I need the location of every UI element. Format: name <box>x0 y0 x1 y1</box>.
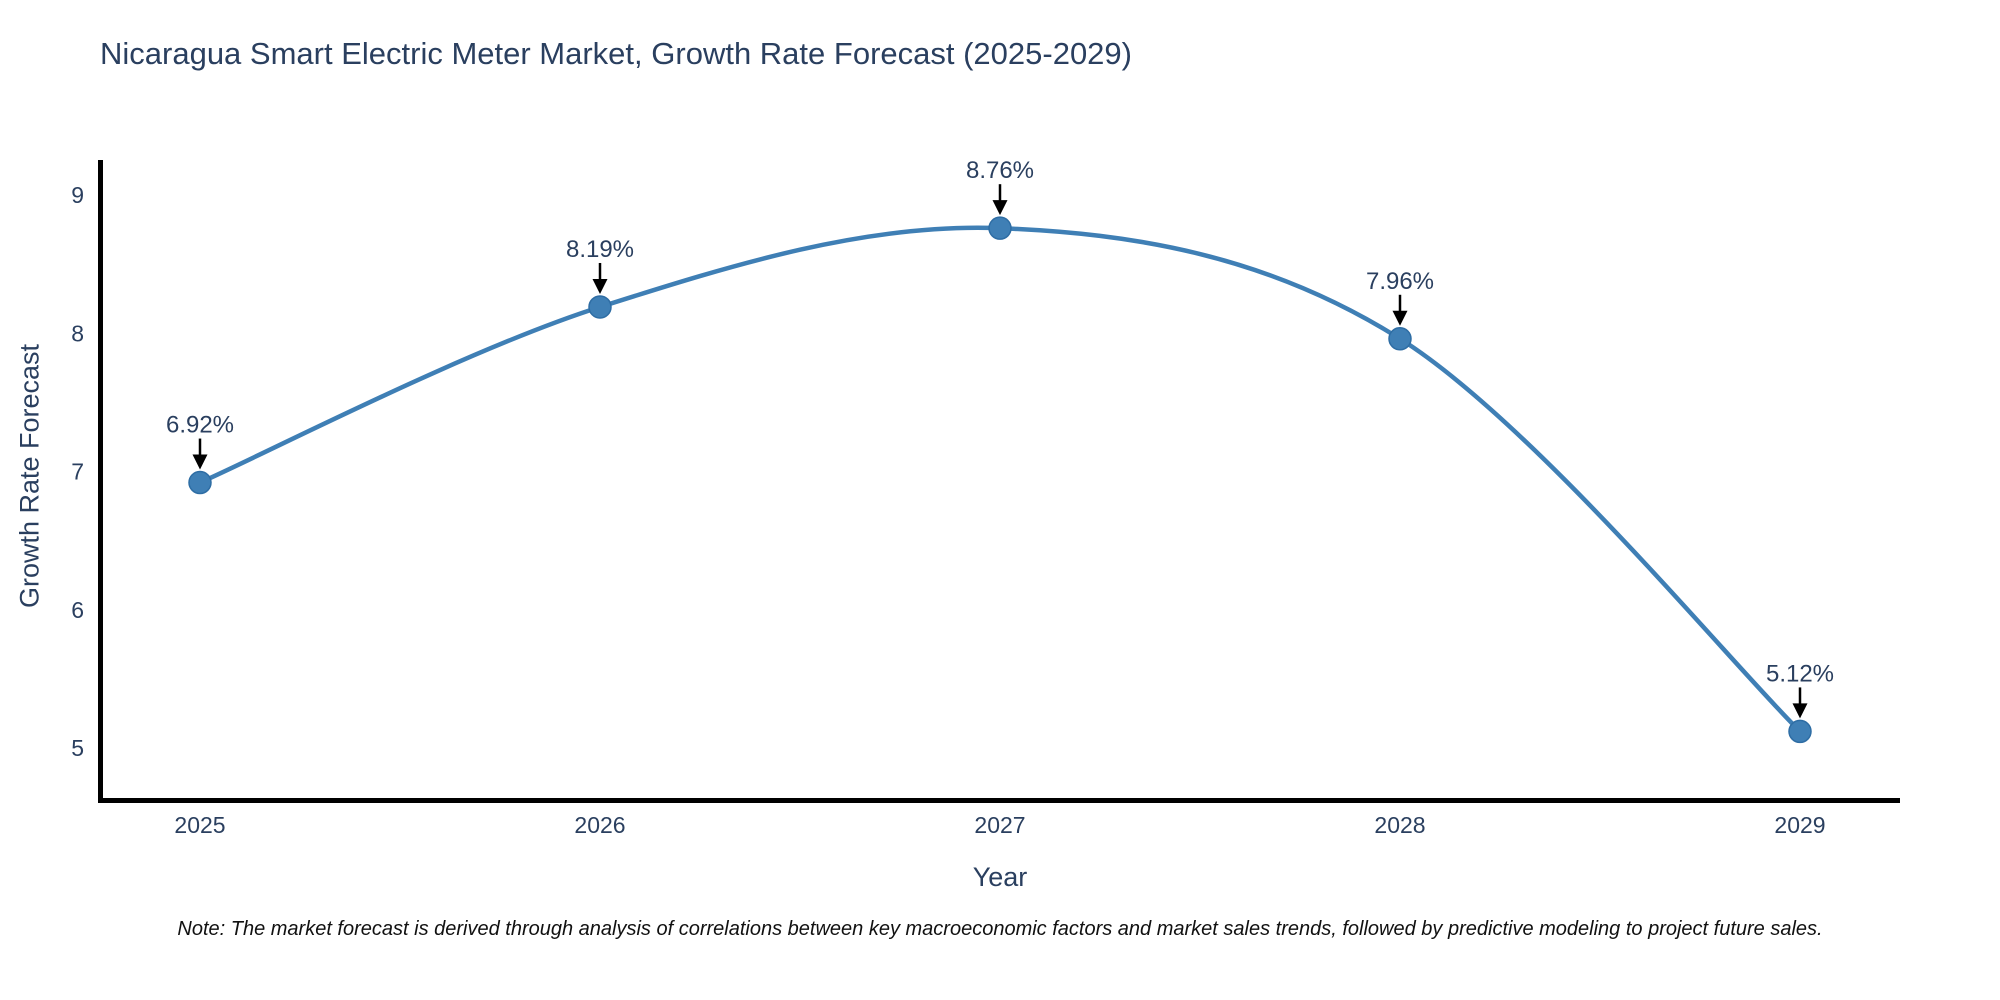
annotation-arrow-head <box>992 200 1008 216</box>
x-axis-line <box>98 798 1900 803</box>
y-tick-label: 7 <box>71 459 84 485</box>
x-tick-label: 2026 <box>574 812 625 838</box>
y-tick-label: 6 <box>71 597 84 623</box>
x-tick-label: 2025 <box>174 812 225 838</box>
data-point <box>588 295 612 319</box>
y-tick-label: 9 <box>71 182 84 208</box>
y-tick-label: 5 <box>71 735 84 761</box>
y-tick-label: 8 <box>71 320 84 346</box>
point-label: 6.92% <box>166 412 234 439</box>
x-tick-label: 2028 <box>1374 812 1425 838</box>
y-axis-title: Growth Rate Forecast <box>14 343 45 609</box>
point-label: 5.12% <box>1766 660 1834 687</box>
chart-title: Nicaragua Smart Electric Meter Market, G… <box>100 36 1132 71</box>
annotation-arrow-head <box>592 278 608 294</box>
data-point <box>988 216 1012 240</box>
point-label: 7.96% <box>1366 268 1434 295</box>
annotation-arrow-head <box>1792 703 1808 719</box>
chart-note: Note: The market forecast is derived thr… <box>177 918 1823 940</box>
data-point <box>1388 327 1412 351</box>
line-series <box>199 225 1802 734</box>
data-point <box>1788 719 1812 744</box>
annotation-arrow-head <box>1392 310 1408 326</box>
data-point <box>188 470 212 495</box>
y-axis-line <box>98 160 103 803</box>
point-label: 8.19% <box>566 236 634 263</box>
x-tick-label: 2027 <box>974 812 1025 838</box>
x-axis-title: Year <box>972 862 1028 892</box>
annotation-arrow-head <box>192 454 208 470</box>
point-label: 8.76% <box>966 157 1034 184</box>
x-tick-label: 2029 <box>1774 812 1825 838</box>
